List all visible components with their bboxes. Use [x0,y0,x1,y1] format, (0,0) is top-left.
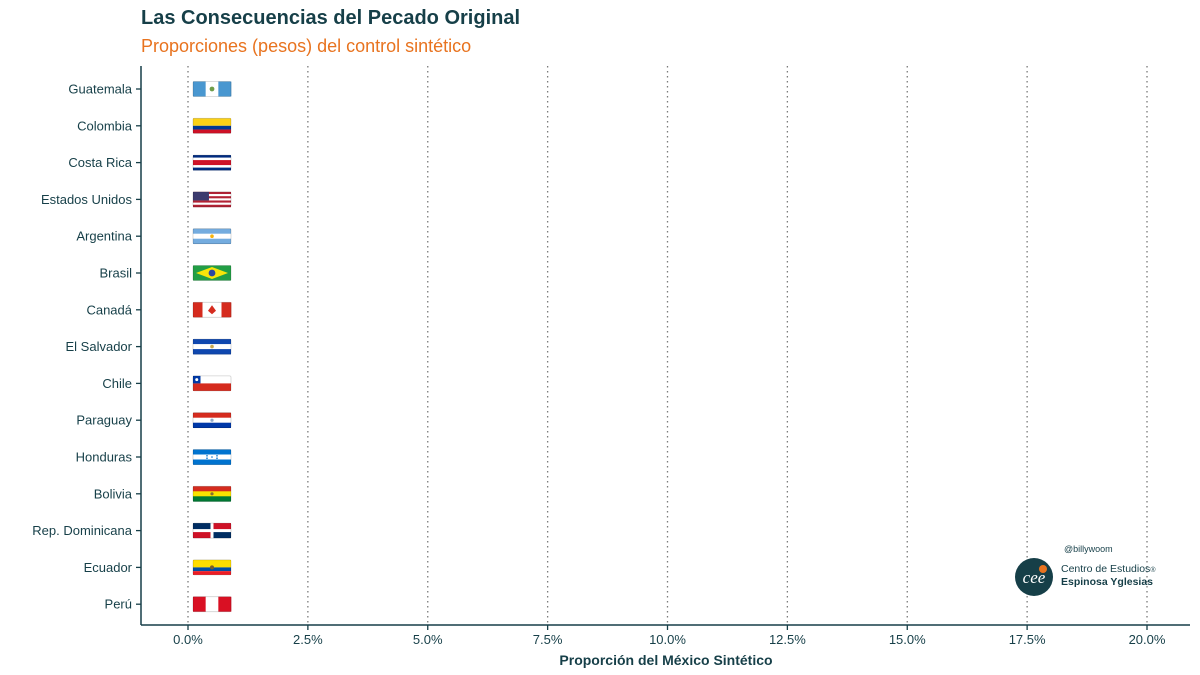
flag-peru [192,596,232,613]
x-tick-label: 15.0% [889,632,926,647]
x-tick-label: 2.5% [293,632,323,647]
flag-brasil [192,265,232,281]
flag-honduras [192,449,232,465]
chart-title: Las Consecuencias del Pecado Original [141,7,521,29]
x-tick-label: 17.5% [1009,632,1046,647]
y-tick-label: Ecuador [84,560,133,575]
cee-logo-icon: cee [1015,558,1053,596]
y-axis-ticks: Guatemala Colombia Costa Rica Estados Unido… [32,82,141,612]
x-tick-label: 12.5% [769,632,806,647]
y-tick-label: Rep. Dominicana [32,523,132,538]
y-tick-label: Estados Unidos [41,192,133,207]
flag-colombia [192,117,232,134]
y-tick-label: Guatemala [68,82,132,97]
flag-estados-unidos [192,191,232,208]
flag-canada [192,301,232,318]
logo-mark-letters: cee [1023,568,1046,587]
x-tick-label: 7.5% [533,632,563,647]
y-tick-label: Chile [102,376,132,391]
flag-ecuador [192,559,232,576]
logo-text-line1: Centro de Estudios® [1061,563,1155,575]
x-tick-label: 0.0% [173,632,203,647]
grid-lines [187,66,1148,625]
x-tick-label: 20.0% [1129,632,1166,647]
flag-costa-rica [192,154,232,171]
flag-rep-dominicana [192,522,232,539]
y-tick-label: Costa Rica [68,155,132,170]
flag-paraguay [192,412,232,429]
y-tick-label: Paraguay [76,413,132,428]
cee-logo: cee Centro de Estudios® Espinosa Yglesia… [1013,557,1188,597]
x-tick-label: 10.0% [649,632,686,647]
y-tick-label: Brasil [99,266,132,281]
chart-subtitle: Proporciones (pesos) del control sintéti… [141,36,472,56]
y-tick-label: Argentina [76,229,132,244]
y-tick-label: Perú [105,597,132,612]
logo-line1-text: Centro de Estudios [1061,563,1151,575]
flag-el-salvador [192,338,232,355]
y-tick-label: El Salvador [66,339,133,354]
flag-chile [192,375,232,392]
y-tick-label: Honduras [76,450,133,465]
x-axis-ticks: 0.0% 2.5% 5.0% 7.5% 10.0% 12.5% 15.0% 17.5% 20.0… [173,625,1166,647]
flag-guatemala [192,81,232,97]
x-tick-label: 5.0% [413,632,443,647]
y-tick-label: Colombia [77,118,133,133]
logo-registered-mark: ® [1150,567,1156,574]
flag-bolivia [192,485,232,502]
author-handle: @billywoom [1064,544,1113,554]
flag-markers [192,81,232,613]
y-tick-label: Bolivia [94,486,133,501]
x-axis-title: Proporción del México Sintético [559,652,772,668]
y-tick-label: Canadá [86,302,132,317]
logo-text-line2: Espinosa Yglesias [1061,576,1154,588]
flag-argentina [192,228,232,245]
